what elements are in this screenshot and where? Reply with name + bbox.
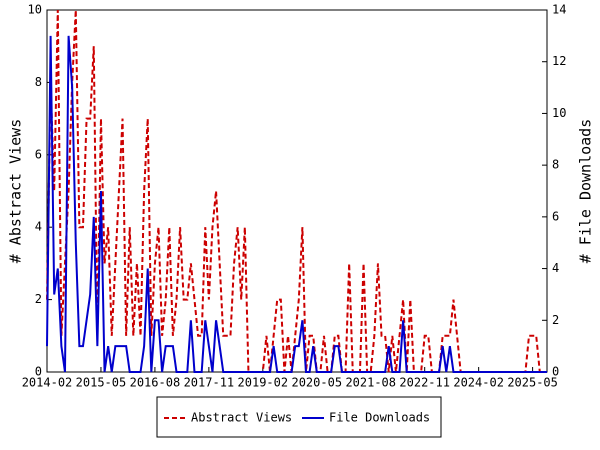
y-axis-title: # Abstract Views [7,119,25,264]
y2-tick-label: 14 [552,3,566,17]
y-tick-label: 10 [28,3,42,17]
x-tick-label: 2020-05 [291,376,342,390]
y-tick-label: 4 [35,220,42,234]
y-tick-label: 0 [35,365,42,379]
y2-tick-label: 8 [552,158,559,172]
x-tick-label: 2017-11 [184,376,235,390]
x-tick-label: 2022-11 [399,376,450,390]
y2-tick-label: 10 [552,106,566,120]
x-tick-label: 2021-08 [345,376,396,390]
y2-axis-title: # File Downloads [577,119,595,264]
y-tick-label: 8 [35,75,42,89]
series-line [46,9,547,373]
series-line [46,35,547,373]
x-tick-label: 2015-05 [76,376,127,390]
legend-label: Abstract Views [191,411,292,425]
y2-tick-label: 2 [552,313,559,327]
y2-tick-label: 4 [552,261,559,275]
y-tick-label: 6 [35,147,42,161]
x-tick-label: 2025-05 [507,376,558,390]
legend-label: File Downloads [329,411,430,425]
y2-tick-label: 6 [552,209,559,223]
plot-area [46,9,548,373]
legend-box [156,396,442,438]
y2-tick-label: 0 [552,365,559,379]
x-tick-label: 2024-02 [453,376,504,390]
y-tick-label: 2 [35,292,42,306]
x-tick-label: 2019-02 [238,376,289,390]
y2-tick-label: 12 [552,54,566,68]
x-tick-label: 2014-02 [22,376,73,390]
x-tick-label: 2016-08 [130,376,181,390]
